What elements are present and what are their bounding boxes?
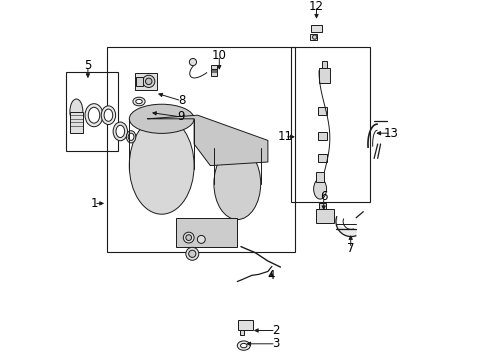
Bar	[107, 47, 294, 252]
Text: 1: 1	[90, 197, 98, 210]
Text: 13: 13	[383, 127, 398, 140]
Circle shape	[185, 235, 191, 240]
Bar	[136, 77, 143, 86]
Bar	[318, 107, 326, 115]
Ellipse shape	[213, 148, 260, 220]
Circle shape	[183, 232, 194, 243]
Bar	[318, 203, 325, 209]
Bar	[321, 61, 326, 68]
Text: 12: 12	[308, 0, 324, 13]
Bar	[290, 47, 369, 202]
Ellipse shape	[133, 97, 145, 106]
Bar	[176, 218, 237, 247]
Ellipse shape	[129, 117, 194, 214]
Bar	[309, 34, 317, 40]
Text: 3: 3	[272, 337, 279, 350]
Ellipse shape	[101, 106, 115, 125]
Circle shape	[188, 250, 196, 257]
Ellipse shape	[237, 341, 250, 350]
Bar	[310, 25, 321, 32]
Bar	[316, 172, 323, 182]
Bar	[66, 72, 118, 151]
PathPatch shape	[147, 115, 267, 166]
Bar	[211, 69, 217, 76]
Circle shape	[142, 75, 155, 87]
Text: 9: 9	[177, 111, 185, 123]
Bar	[318, 154, 326, 162]
Bar	[211, 65, 217, 69]
Ellipse shape	[213, 137, 260, 158]
Circle shape	[312, 35, 316, 39]
Bar	[240, 330, 244, 335]
Text: 7: 7	[346, 242, 354, 255]
Text: 8: 8	[178, 94, 185, 107]
Bar	[70, 112, 82, 133]
Ellipse shape	[128, 133, 134, 140]
Bar	[318, 132, 326, 140]
Text: 11: 11	[277, 130, 292, 143]
Ellipse shape	[116, 125, 124, 138]
Ellipse shape	[136, 99, 142, 104]
Ellipse shape	[129, 104, 194, 133]
Ellipse shape	[126, 131, 136, 143]
Circle shape	[145, 78, 152, 85]
Text: 10: 10	[211, 49, 226, 62]
Ellipse shape	[104, 109, 113, 121]
Circle shape	[189, 58, 196, 66]
Bar	[238, 320, 252, 330]
Text: 4: 4	[267, 269, 275, 282]
Bar	[315, 209, 333, 223]
Text: 2: 2	[271, 324, 279, 337]
Ellipse shape	[85, 104, 103, 127]
Ellipse shape	[88, 107, 100, 123]
Ellipse shape	[113, 122, 127, 141]
Bar	[318, 68, 329, 83]
Bar	[135, 73, 156, 90]
Text: 5: 5	[84, 59, 91, 72]
Ellipse shape	[313, 179, 326, 199]
Circle shape	[185, 247, 199, 260]
Ellipse shape	[240, 343, 246, 348]
Circle shape	[197, 235, 205, 243]
Ellipse shape	[70, 99, 82, 124]
Text: 6: 6	[319, 190, 327, 203]
